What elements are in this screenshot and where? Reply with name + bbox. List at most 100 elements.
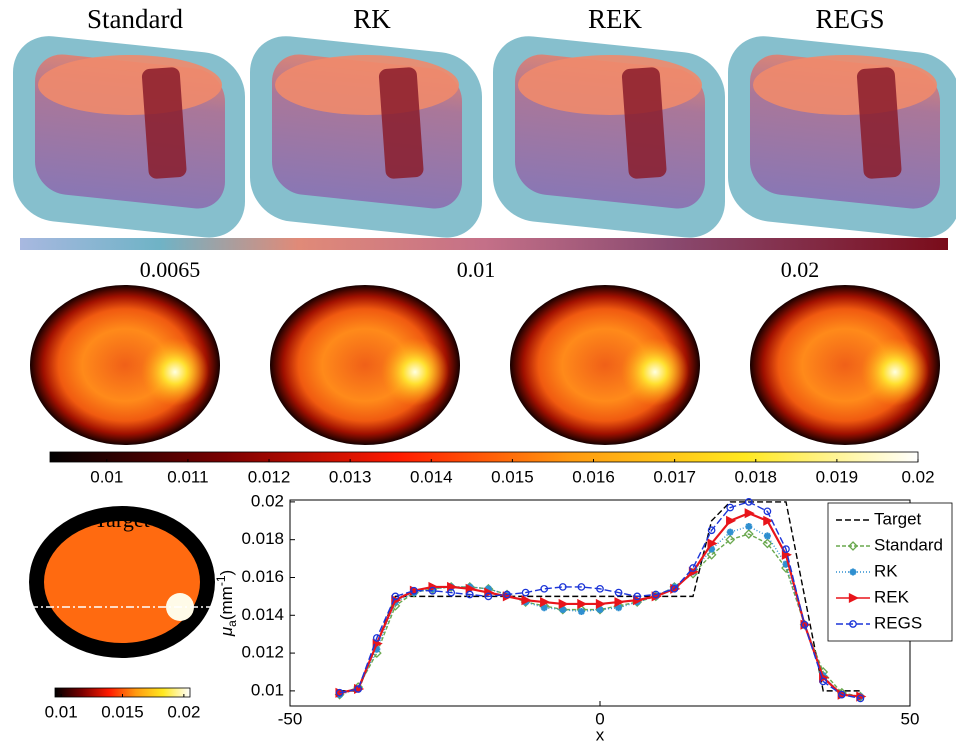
colorbar-tick-label: 0.017: [653, 467, 696, 486]
colorbar-tick-label: 0.02: [167, 702, 200, 721]
colorbar-tick-label: 0.012: [248, 467, 291, 486]
marker: [614, 597, 625, 608]
marker: [849, 568, 857, 576]
marker: [540, 597, 551, 608]
cylinder-top: [753, 55, 937, 115]
colorbar-tick-label: 0.01: [90, 467, 123, 486]
marker: [819, 677, 828, 686]
marker: [708, 545, 716, 553]
series-line: [339, 501, 861, 700]
marker: [763, 515, 774, 526]
colorbar-label: 0.02: [781, 257, 820, 282]
marker: [521, 588, 530, 597]
marker: [540, 604, 548, 612]
y-axis-label-part: -1: [214, 575, 228, 586]
inclusion: [141, 67, 187, 179]
target-title: Target: [94, 507, 149, 532]
marker: [707, 526, 716, 535]
marker: [614, 588, 623, 597]
marker: [837, 690, 846, 699]
legend-label: RK: [874, 561, 898, 580]
y-tick-label: 0.018: [241, 529, 284, 548]
hotspot: [861, 338, 929, 406]
marker: [744, 508, 755, 519]
y-tick-label: 0.01: [251, 680, 284, 699]
panel-title: RK: [353, 4, 391, 34]
marker: [503, 590, 511, 599]
colorbar-tick-label: 0.015: [491, 467, 534, 486]
marker: [521, 595, 532, 606]
marker: [856, 694, 865, 703]
marker: [726, 528, 734, 536]
marker: [744, 498, 753, 506]
marker: [725, 534, 736, 545]
y-tick-label: 0.02: [251, 491, 284, 510]
marker: [428, 586, 437, 595]
hotspot: [381, 338, 449, 406]
marker: [848, 541, 858, 551]
series-line: [339, 501, 861, 692]
marker: [651, 590, 660, 599]
marker: [726, 503, 735, 512]
marker: [615, 604, 623, 612]
x-tick-label: 0: [595, 709, 604, 728]
marker: [743, 529, 754, 539]
y-tick-label: 0.016: [241, 567, 284, 586]
marker: [558, 583, 567, 591]
panel-title: REK: [588, 4, 643, 34]
colorbar-top: [20, 238, 948, 250]
marker: [577, 583, 586, 591]
legend-label: Standard: [874, 535, 943, 554]
marker: [800, 620, 809, 629]
marker: [354, 685, 363, 693]
colorbar-tick-label: 0.02: [901, 467, 934, 486]
legend-label: Target: [874, 509, 922, 528]
marker: [849, 620, 857, 628]
marker: [373, 645, 381, 653]
y-axis-label-part: μ: [217, 626, 236, 637]
y-tick-label: 0.014: [241, 605, 284, 624]
x-axis-label: x: [596, 725, 605, 741]
legend-label: REK: [874, 587, 910, 606]
marker: [484, 592, 493, 601]
marker: [762, 538, 773, 549]
render-panels: Standard RK REK REGS 0.0065 0.01 0.02: [13, 4, 956, 282]
marker: [763, 532, 771, 540]
cylinder-top: [518, 55, 702, 115]
marker: [670, 584, 679, 593]
colorbar-tick-label: 0.015: [101, 702, 144, 721]
marker: [372, 634, 381, 642]
heatmaps: [30, 285, 940, 445]
y-axis-label-part: a: [225, 620, 239, 627]
marker: [577, 608, 585, 616]
colorbar-label: 0.0065: [140, 257, 201, 282]
hotspot: [621, 338, 689, 406]
marker: [558, 598, 569, 609]
hotspot: [141, 338, 209, 406]
marker: [596, 606, 604, 614]
legend-box: [827, 502, 953, 642]
marker: [848, 592, 859, 604]
marker: [335, 688, 344, 697]
colorbar-tick-label: 0.018: [734, 467, 777, 486]
y-tick-label: 0.012: [241, 643, 284, 662]
x-tick-label: 50: [901, 709, 920, 728]
colorbar-tick-label: 0.016: [572, 467, 615, 486]
marker: [540, 584, 549, 593]
colorbar-tick-label: 0.01: [45, 702, 78, 721]
marker: [707, 538, 718, 549]
x-tick-label: -50: [278, 709, 303, 728]
marker: [484, 585, 492, 593]
panel-title: REGS: [815, 4, 884, 34]
marker: [596, 584, 604, 593]
y-axis-label-part: ): [217, 570, 236, 576]
marker: [745, 522, 753, 530]
colorbar: [49, 451, 919, 463]
marker: [689, 564, 697, 572]
panel-title: Standard: [87, 4, 183, 34]
colorbar-tick-label: 0.013: [329, 467, 372, 486]
inclusion: [856, 67, 902, 179]
marker: [706, 549, 717, 560]
